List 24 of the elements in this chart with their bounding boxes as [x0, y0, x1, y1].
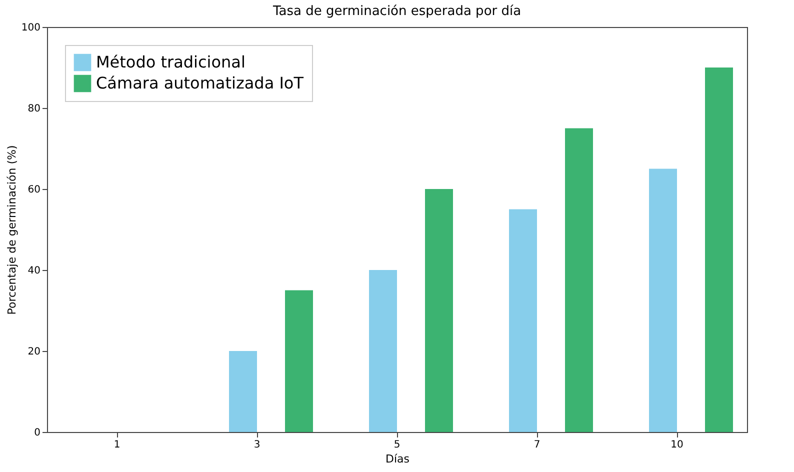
x-tick-label: 10 — [670, 440, 684, 450]
chart-title: Tasa de germinación esperada por día — [272, 4, 522, 19]
bar — [229, 351, 257, 432]
x-tick-label: 3 — [254, 440, 260, 450]
x-tick-label: 1 — [114, 440, 120, 450]
legend-label: Cámara automatizada IoT — [96, 74, 304, 92]
bar — [649, 168, 677, 432]
bar — [509, 209, 537, 432]
bar — [285, 290, 313, 432]
y-tick-label: 20 — [28, 346, 40, 358]
x-axis-title: Días — [386, 452, 410, 466]
bar — [705, 68, 733, 432]
y-tick-label: 100 — [21, 22, 40, 34]
x-tick-label: 7 — [534, 440, 540, 450]
bar — [425, 189, 453, 432]
y-tick-label: 40 — [28, 266, 40, 276]
bar — [369, 270, 397, 432]
y-tick-label: 80 — [28, 104, 40, 114]
legend-label: Método tradicional — [96, 52, 246, 72]
bar — [565, 128, 593, 432]
y-tick-label: 0 — [34, 428, 40, 438]
y-tick-label: 60 — [28, 184, 40, 196]
x-tick-label: 5 — [394, 440, 400, 450]
y-axis-title: Porcentaje de germinación (%) — [5, 145, 18, 315]
